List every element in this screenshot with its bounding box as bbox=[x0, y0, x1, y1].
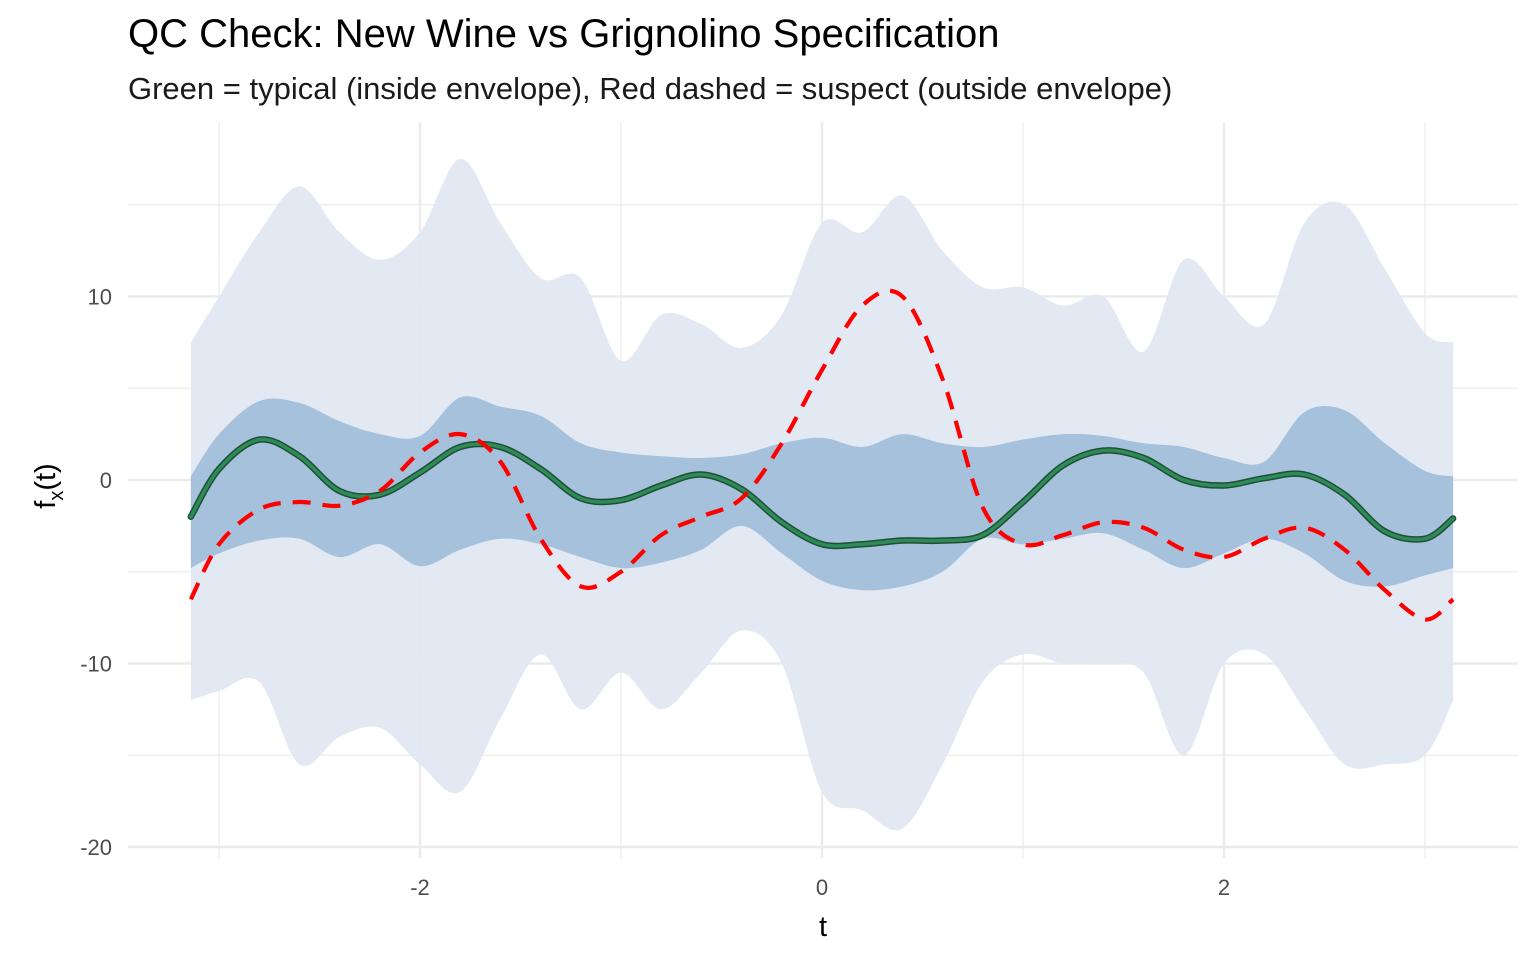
y-axis-title-sub: x bbox=[46, 491, 68, 501]
x-tick-label: 0 bbox=[816, 875, 828, 900]
y-axis-title-main: f bbox=[30, 500, 62, 509]
typical-curve bbox=[189, 437, 1455, 548]
y-tick-label: -20 bbox=[80, 835, 112, 860]
x-tick-label: -2 bbox=[410, 875, 430, 900]
band-layer bbox=[190, 158, 1454, 831]
x-axis-title: t bbox=[819, 911, 827, 943]
chart-subtitle: Green = typical (inside envelope), Red d… bbox=[128, 71, 1173, 106]
y-tick-label: 0 bbox=[100, 468, 112, 493]
y-axis-title: fx(t) bbox=[30, 463, 68, 508]
y-tick-label: 10 bbox=[88, 285, 112, 310]
chart-title: QC Check: New Wine vs Grignolino Specifi… bbox=[128, 12, 1000, 56]
line-layer bbox=[187, 288, 1457, 622]
suspect-curve bbox=[188, 288, 1455, 622]
y-axis-title-tail: (t) bbox=[30, 463, 62, 490]
y-tick-label: -10 bbox=[80, 652, 112, 677]
inner-envelope-band bbox=[190, 396, 1454, 591]
x-tick-label: 2 bbox=[1218, 875, 1230, 900]
